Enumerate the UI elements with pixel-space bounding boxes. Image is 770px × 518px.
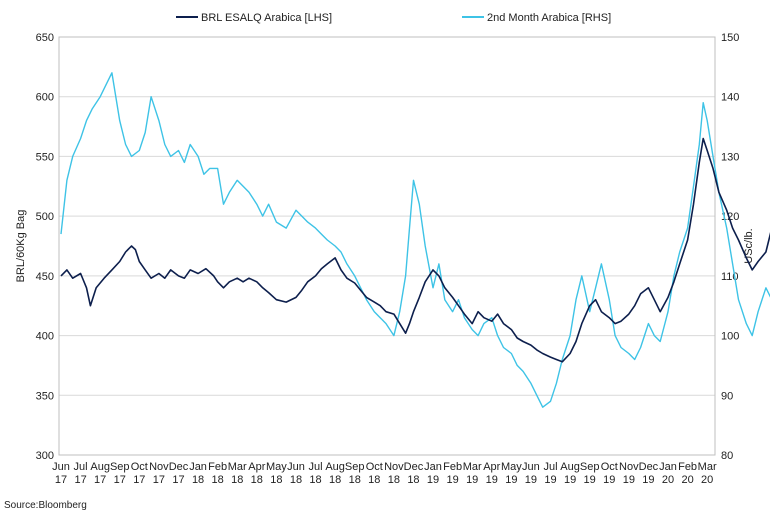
left-tick-label: 550	[36, 151, 54, 163]
x-tick-year: 18	[309, 474, 321, 486]
gridlines	[59, 96, 715, 396]
x-tick-month: May	[501, 461, 522, 473]
left-tick-label: 500	[36, 211, 54, 223]
x-tick-year: 17	[55, 474, 67, 486]
x-tick-month: Jul	[543, 461, 557, 473]
source-note: Source:Bloomberg	[4, 500, 87, 511]
left-tick-label: 350	[36, 390, 54, 402]
x-tick-month: Aug	[325, 461, 345, 473]
x-tick-month: Sep	[580, 461, 600, 473]
x-tick-year: 19	[603, 474, 615, 486]
x-tick-month: Nov	[384, 461, 404, 473]
x-tick-year: 19	[584, 474, 596, 486]
x-tick-month: Sep	[345, 461, 365, 473]
x-tick-month: Jan	[424, 461, 442, 473]
x-tick-year: 17	[94, 474, 106, 486]
x-tick-year: 20	[701, 474, 713, 486]
series-lines	[60, 72, 770, 408]
x-tick-month: Oct	[366, 461, 383, 473]
left-axis-ticks: 300 350 400 450 500 550 600 650	[36, 32, 54, 462]
plot-frame	[58, 36, 716, 456]
left-tick-label: 300	[36, 450, 54, 462]
x-tick-month: Dec	[404, 461, 424, 473]
x-tick-year: 19	[642, 474, 654, 486]
legend-label-brl: BRL ESALQ Arabica [LHS]	[201, 12, 332, 24]
x-tick-year: 19	[505, 474, 517, 486]
x-tick-year: 18	[388, 474, 400, 486]
x-tick-year: 18	[270, 474, 282, 486]
right-tick-label: 80	[721, 450, 733, 462]
x-tick-month: Mar	[228, 461, 247, 473]
x-tick-month: Jan	[659, 461, 677, 473]
x-tick-year: 18	[368, 474, 380, 486]
x-tick-month: Aug	[90, 461, 110, 473]
x-axis-ticks: Jun17Jul17Aug17Sep17Oct17Nov17Dec17Jan18…	[52, 461, 717, 486]
left-tick-label: 450	[36, 271, 54, 283]
x-tick-year: 19	[544, 474, 556, 486]
x-tick-month: Mar	[463, 461, 482, 473]
x-tick-year: 17	[133, 474, 145, 486]
x-tick-month: Apr	[483, 461, 500, 473]
x-tick-month: Dec	[169, 461, 189, 473]
left-tick-label: 400	[36, 331, 54, 343]
left-tick-label: 600	[36, 92, 54, 104]
x-tick-month: Feb	[443, 461, 462, 473]
series-line-brl-esalq	[60, 137, 770, 363]
x-tick-year: 19	[446, 474, 458, 486]
x-tick-year: 17	[153, 474, 165, 486]
right-tick-label: 140	[721, 92, 739, 104]
series-line-2nd-month-arabica	[60, 72, 770, 408]
x-tick-month: Sep	[110, 461, 130, 473]
x-tick-year: 18	[231, 474, 243, 486]
x-tick-year: 18	[349, 474, 361, 486]
x-tick-year: 19	[466, 474, 478, 486]
x-tick-year: 19	[427, 474, 439, 486]
x-tick-month: Apr	[248, 461, 265, 473]
x-tick-year: 17	[172, 474, 184, 486]
legend: BRL ESALQ Arabica [LHS] 2nd Month Arabic…	[176, 12, 611, 24]
x-tick-month: Jun	[522, 461, 540, 473]
right-tick-label: 150	[721, 32, 739, 44]
x-tick-year: 19	[486, 474, 498, 486]
x-tick-month: Jan	[189, 461, 207, 473]
x-tick-month: Oct	[131, 461, 148, 473]
x-tick-month: Jul	[309, 461, 323, 473]
right-axis-title: USc/lb.	[743, 228, 755, 263]
x-tick-year: 19	[564, 474, 576, 486]
right-tick-label: 100	[721, 331, 739, 343]
right-tick-label: 130	[721, 151, 739, 163]
x-tick-month: Feb	[678, 461, 697, 473]
x-tick-month: Nov	[149, 461, 169, 473]
legend-label-usc: 2nd Month Arabica [RHS]	[487, 12, 611, 24]
x-tick-month: Feb	[208, 461, 227, 473]
x-tick-month: Aug	[560, 461, 580, 473]
x-tick-year: 17	[114, 474, 126, 486]
x-tick-year: 18	[407, 474, 419, 486]
x-tick-year: 18	[212, 474, 224, 486]
x-tick-year: 20	[681, 474, 693, 486]
x-tick-year: 19	[623, 474, 635, 486]
x-tick-month: Oct	[601, 461, 618, 473]
x-tick-year: 18	[329, 474, 341, 486]
x-tick-month: Mar	[698, 461, 717, 473]
x-tick-year: 18	[251, 474, 263, 486]
x-tick-year: 18	[290, 474, 302, 486]
x-tick-month: Jun	[287, 461, 305, 473]
x-tick-year: 17	[74, 474, 86, 486]
right-tick-label: 90	[721, 390, 733, 402]
x-tick-month: Jul	[74, 461, 88, 473]
x-tick-month: Jun	[52, 461, 70, 473]
x-tick-month: May	[266, 461, 287, 473]
left-tick-label: 650	[36, 32, 54, 44]
x-tick-year: 18	[192, 474, 204, 486]
x-tick-year: 20	[662, 474, 674, 486]
x-tick-year: 19	[525, 474, 537, 486]
left-axis-title: BRL/60Kg Bag	[15, 210, 27, 283]
x-tick-month: Dec	[639, 461, 659, 473]
x-tick-month: Nov	[619, 461, 639, 473]
